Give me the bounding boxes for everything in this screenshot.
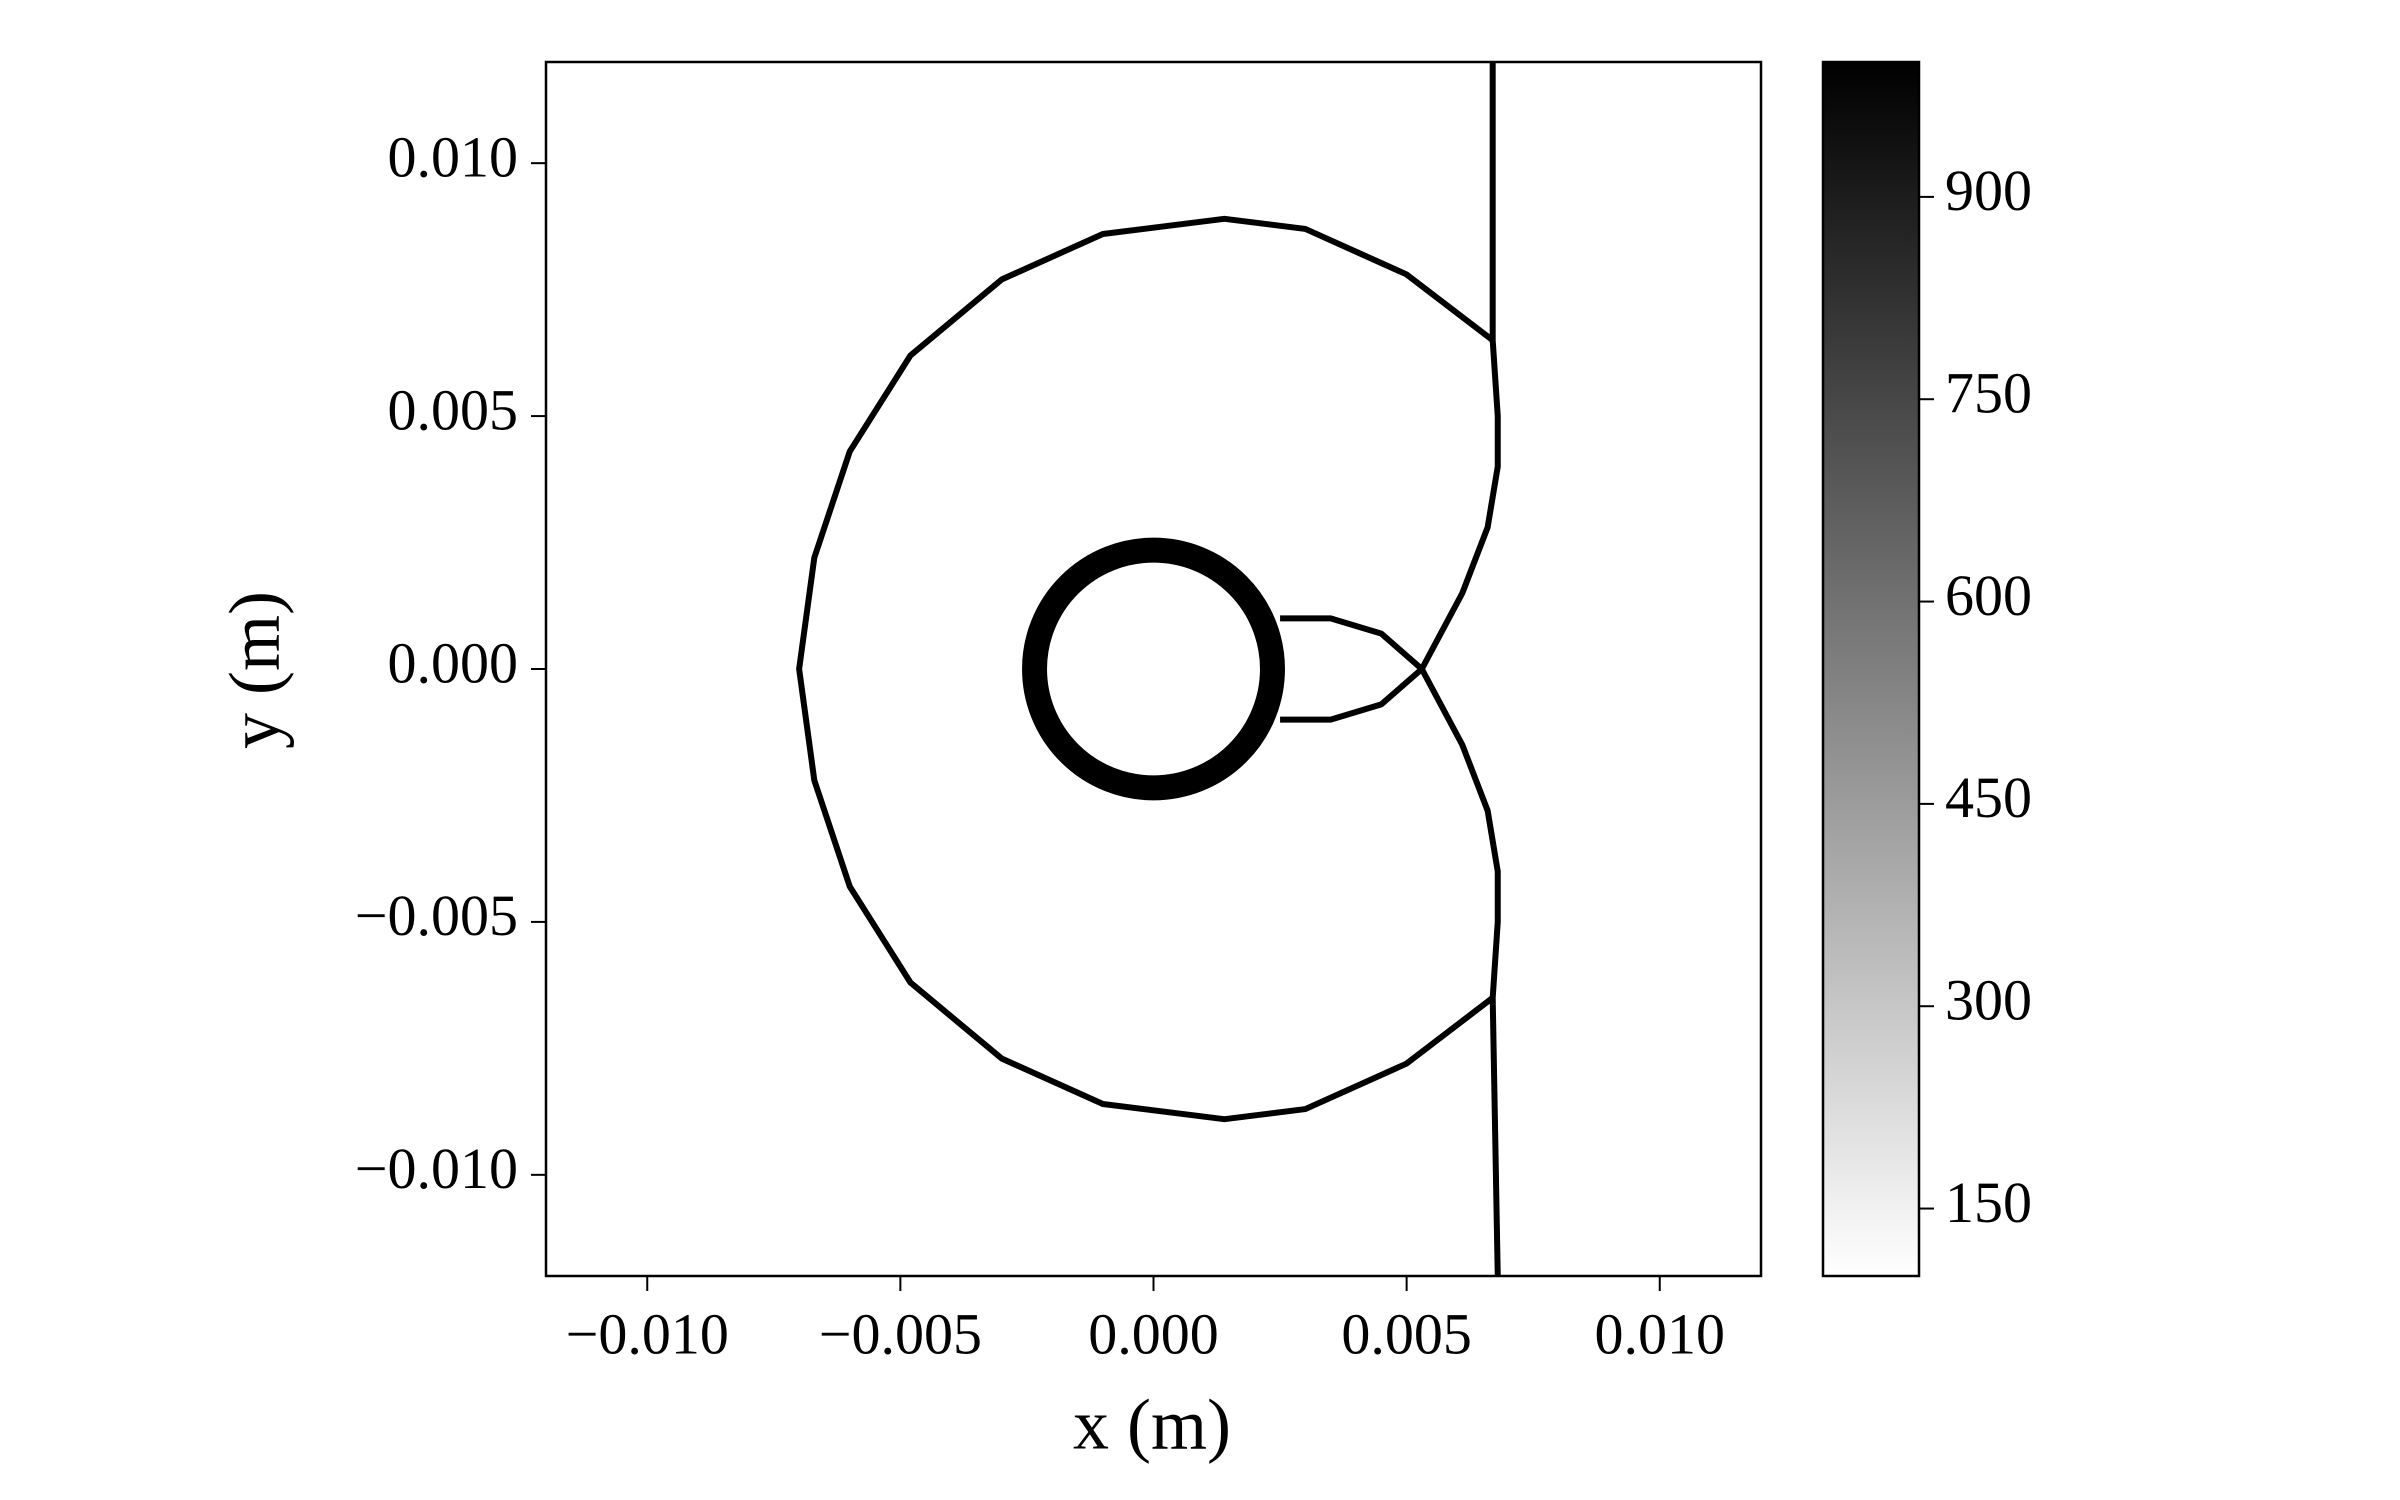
colorbar bbox=[1823, 62, 1919, 1276]
colorbar-tick-label: 150 bbox=[1945, 1170, 2032, 1235]
x-tick-label: −0.010 bbox=[566, 1301, 729, 1366]
x-tick-label: 0.005 bbox=[1341, 1301, 1472, 1366]
y-tick-label: 0.005 bbox=[388, 377, 519, 442]
plot-area bbox=[796, 62, 1501, 1276]
colorbar-tick-label: 750 bbox=[1945, 361, 2032, 426]
y-tick-label: −0.010 bbox=[355, 1136, 518, 1201]
x-tick-label: −0.005 bbox=[819, 1301, 982, 1366]
y-axis-label: y (m) bbox=[215, 591, 295, 749]
colorbar-tick-label: 600 bbox=[1945, 563, 2032, 628]
colorbar-tick-label: 300 bbox=[1945, 968, 2032, 1033]
colorbar-frame bbox=[1821, 60, 1921, 1278]
shock-front bbox=[796, 215, 1495, 1123]
x-tick-label: 0.000 bbox=[1088, 1301, 1219, 1366]
x-tick-label: 0.010 bbox=[1595, 1301, 1726, 1366]
cylinder-ring bbox=[1022, 537, 1285, 801]
x-axis-label: x (m) bbox=[1073, 1385, 1231, 1465]
colorbar-tick-label: 900 bbox=[1945, 158, 2032, 223]
y-tick-label: 0.010 bbox=[388, 124, 519, 189]
colorbar-tick-label: 450 bbox=[1945, 765, 2032, 830]
shock-front bbox=[1280, 615, 1425, 723]
y-tick-label: 0.000 bbox=[388, 630, 519, 695]
y-tick-label: −0.005 bbox=[355, 883, 518, 948]
